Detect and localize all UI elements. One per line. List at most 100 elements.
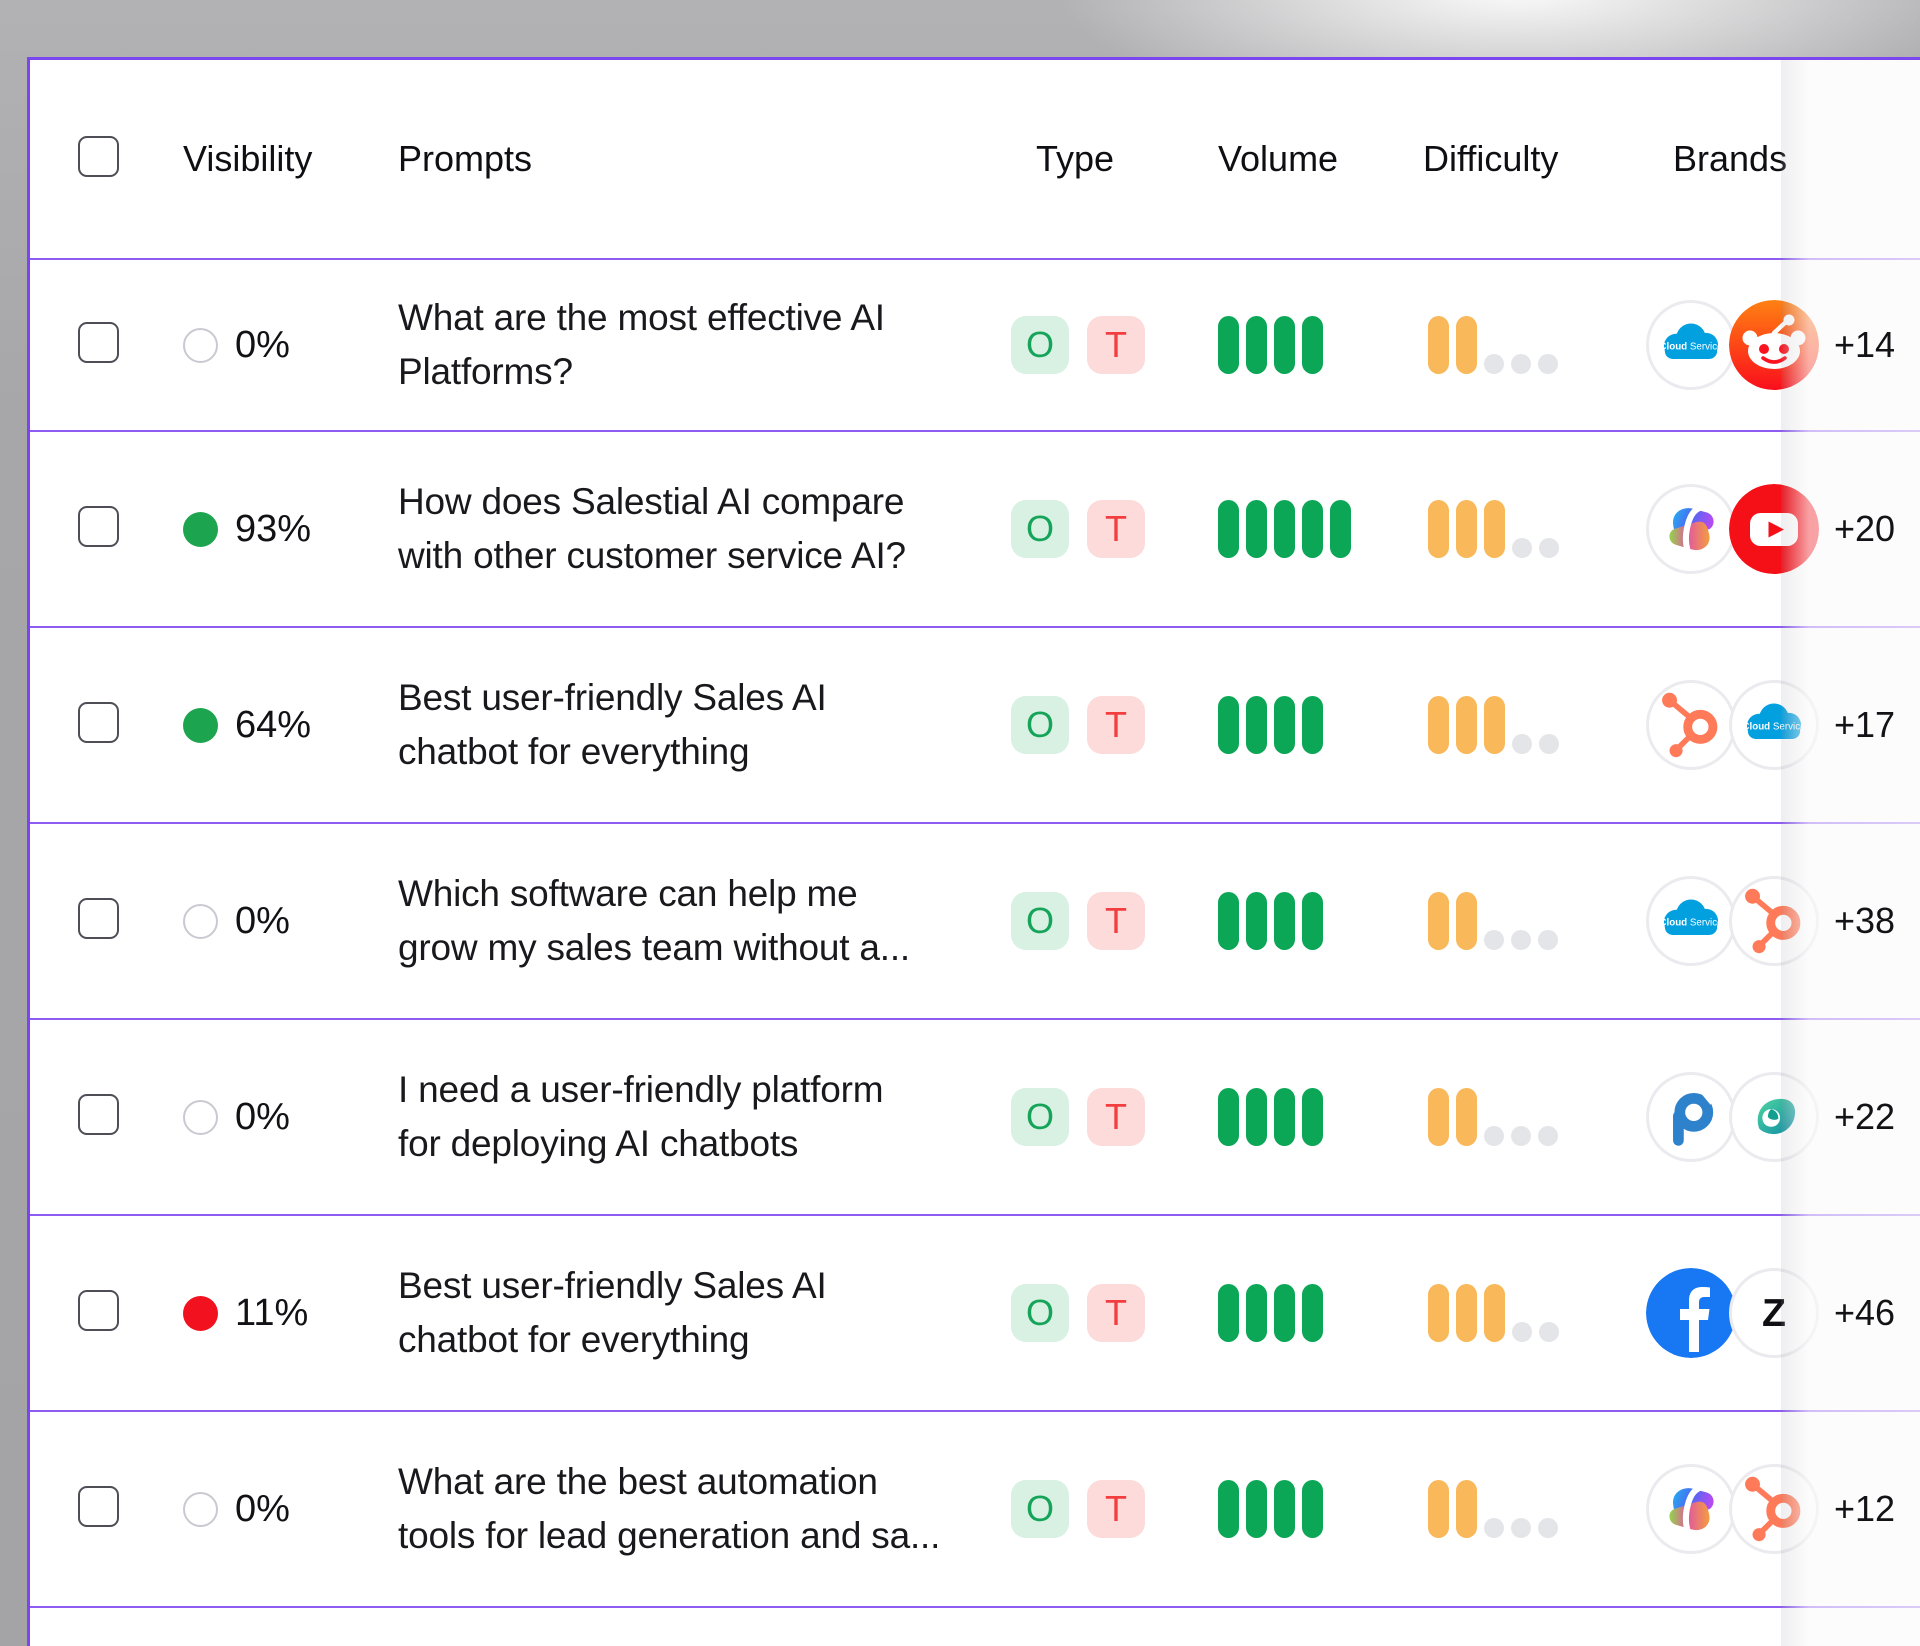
volume-bar — [1246, 696, 1267, 754]
volume-bar — [1302, 892, 1323, 950]
visibility-dot — [183, 1295, 218, 1331]
empty-meter-dot — [1512, 1322, 1532, 1342]
brand-more-count: +38 — [1834, 900, 1896, 941]
volume-bar — [1302, 500, 1323, 558]
table-header-row: Visibility Prompts Type Volume Difficult… — [30, 60, 1920, 260]
row-checkbox[interactable] — [78, 702, 119, 743]
table-row[interactable]: 0% What are the best automation tools for… — [30, 1412, 1920, 1608]
svg-text:Cloud Service: Cloud Service — [1742, 722, 1806, 733]
brand-more-count: +20 — [1834, 508, 1896, 549]
row-checkbox[interactable] — [78, 1486, 119, 1527]
type-badge-t: T — [1087, 892, 1145, 950]
visibility-dot — [183, 511, 218, 547]
cloud-service-icon: Cloud Service — [1729, 680, 1819, 770]
brand-more-count: +12 — [1834, 1488, 1896, 1529]
difficulty-bar — [1428, 316, 1449, 374]
youtube-icon — [1729, 484, 1819, 574]
column-header-volume: Volume — [1218, 138, 1339, 179]
brands-cell: Cloud Service +14 — [1613, 300, 1920, 390]
brands-cell: Cloud Service +38 — [1613, 876, 1920, 966]
difficulty-bar — [1428, 892, 1449, 950]
difficulty-bar — [1428, 1284, 1449, 1342]
row-checkbox[interactable] — [78, 322, 119, 363]
volume-bar — [1274, 1088, 1295, 1146]
type-badge-t: T — [1087, 696, 1145, 754]
empty-meter-dot — [1512, 538, 1532, 558]
empty-meter-dot — [1539, 538, 1559, 558]
prompt-text: Best user-friendly Sales AI chatbot for e… — [398, 1265, 827, 1360]
prompt-text: What are the best automation tools for le… — [398, 1461, 941, 1556]
difficulty-bars — [1395, 316, 1613, 374]
table-row[interactable]: 11% Best user-friendly Sales AI chatbot f… — [30, 1216, 1920, 1412]
difficulty-bar — [1428, 1480, 1449, 1538]
select-all-checkbox[interactable] — [78, 136, 119, 177]
copilot-icon — [1646, 1464, 1736, 1554]
svg-text:Cloud Service: Cloud Service — [1659, 342, 1723, 353]
volume-bar — [1274, 892, 1295, 950]
empty-meter-dot — [1511, 354, 1531, 374]
table-row[interactable]: 93% How does Salestial AI compare with ot… — [30, 432, 1920, 628]
volume-bar — [1302, 1284, 1323, 1342]
volume-bar — [1246, 500, 1267, 558]
visibility-dot — [183, 707, 218, 743]
brands-cell: +12 — [1613, 1464, 1920, 1554]
visibility-percent: 64% — [235, 703, 312, 746]
column-header-difficulty: Difficulty — [1423, 138, 1559, 179]
hubspot-icon — [1729, 1464, 1819, 1554]
table-row[interactable]: 0% Which software can help me grow my sal… — [30, 824, 1920, 1020]
empty-meter-dot — [1484, 930, 1504, 950]
volume-bar — [1330, 500, 1351, 558]
visibility-dot — [183, 1491, 218, 1527]
copilot-icon — [1646, 484, 1736, 574]
brands-cell: +20 — [1613, 484, 1920, 574]
facebook-icon — [1646, 1268, 1736, 1358]
brand-more-count: +22 — [1834, 1096, 1896, 1137]
visibility-percent: 0% — [235, 1487, 290, 1530]
row-checkbox[interactable] — [78, 898, 119, 939]
volume-bar — [1218, 696, 1239, 754]
table-row[interactable]: 0% I need a user-friendly platform for de… — [30, 1020, 1920, 1216]
difficulty-bar — [1456, 696, 1477, 754]
visibility-dot — [183, 903, 218, 939]
volume-bar — [1218, 500, 1239, 558]
table-row[interactable]: 64% Best user-friendly Sales AI chatbot f… — [30, 628, 1920, 824]
empty-meter-dot — [1539, 734, 1559, 754]
prompt-text: What are the most effective AI Platforms? — [398, 297, 885, 392]
difficulty-bar — [1456, 1284, 1477, 1342]
volume-bars — [1185, 696, 1395, 754]
difficulty-bar — [1484, 500, 1505, 558]
table-row[interactable]: 0% What are the most effective AI Platfor… — [30, 260, 1920, 432]
volume-bars — [1185, 500, 1395, 558]
hubspot-icon — [1646, 680, 1736, 770]
volume-bar — [1274, 1480, 1295, 1538]
empty-meter-dot — [1484, 354, 1504, 374]
difficulty-bars — [1395, 892, 1613, 950]
volume-bar — [1302, 316, 1323, 374]
prompt-text: Which software can help me grow my sales … — [398, 873, 910, 968]
prompt-text: Best user-friendly Sales AI chatbot for e… — [398, 677, 827, 772]
row-checkbox[interactable] — [78, 1290, 119, 1331]
type-badge-t: T — [1087, 1284, 1145, 1342]
row-checkbox[interactable] — [78, 1094, 119, 1135]
volume-bar — [1246, 1480, 1267, 1538]
difficulty-bar — [1456, 1480, 1477, 1538]
empty-meter-dot — [1538, 1518, 1558, 1538]
volume-bar — [1246, 1088, 1267, 1146]
volume-bar — [1302, 696, 1323, 754]
svg-text:Z: Z — [1762, 1292, 1786, 1335]
volume-bars — [1185, 1284, 1395, 1342]
difficulty-bar — [1428, 1088, 1449, 1146]
volume-bars — [1185, 316, 1395, 374]
visibility-percent: 93% — [235, 507, 312, 550]
column-header-visibility: Visibility — [183, 138, 313, 179]
type-badge-o: O — [1011, 316, 1069, 374]
row-checkbox[interactable] — [78, 506, 119, 547]
difficulty-bar — [1484, 696, 1505, 754]
visibility-dot — [183, 1099, 218, 1135]
svg-text:Cloud Service: Cloud Service — [1659, 918, 1723, 929]
difficulty-bar — [1428, 500, 1449, 558]
